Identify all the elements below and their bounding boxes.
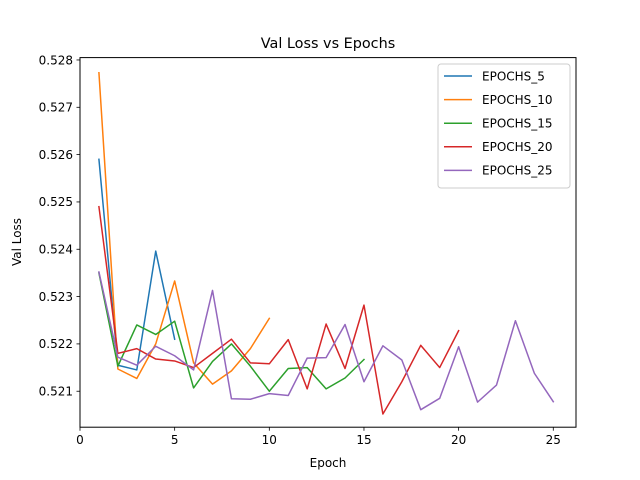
series-line-epochs-25 [98, 271, 555, 411]
series-lines [98, 71, 555, 415]
series-line-epochs-20 [98, 205, 460, 415]
series-line-epochs-5 [98, 158, 176, 371]
legend-box [437, 63, 571, 189]
y-tick-label: 0.525 [39, 195, 73, 209]
y-tick-label: 0.521 [39, 385, 73, 399]
x-axis-title: Epoch [310, 456, 347, 470]
x-tick-label: 10 [262, 433, 277, 447]
legend: EPOCHS_5 EPOCHS_10 EPOCHS_15 EPOCHS_20 EPOCH… [437, 63, 571, 189]
y-axis-title: Val Loss [10, 218, 24, 266]
x-tick-label: 20 [451, 433, 466, 447]
legend-label: EPOCHS_25 [482, 164, 553, 178]
series-line-epochs-10 [98, 71, 271, 385]
y-tick-label: 0.527 [39, 101, 73, 115]
legend-label: EPOCHS_20 [482, 140, 553, 154]
series-line-epochs-15 [98, 272, 366, 392]
y-tick-label: 0.526 [39, 148, 73, 162]
y-tick-label: 0.522 [39, 337, 73, 351]
y-tick-label: 0.523 [39, 290, 73, 304]
legend-label: EPOCHS_5 [482, 69, 545, 83]
x-tick-label: 15 [356, 433, 371, 447]
plot-frame [79, 57, 577, 428]
y-tick-label: 0.524 [39, 243, 73, 257]
legend-label: EPOCHS_10 [482, 93, 553, 107]
y-tick-label: 0.528 [39, 53, 73, 67]
x-tick-label: 25 [546, 433, 561, 447]
x-tick-label: 5 [171, 433, 179, 447]
chart-title: Val Loss vs Epochs [261, 36, 395, 52]
x-tick-label: 0 [76, 433, 84, 447]
legend-label: EPOCHS_15 [482, 117, 553, 131]
axis-ticks: 0 5 10 15 20 25 0.521 0.522 0.523 0.524 0.525 0.526… [39, 53, 561, 447]
